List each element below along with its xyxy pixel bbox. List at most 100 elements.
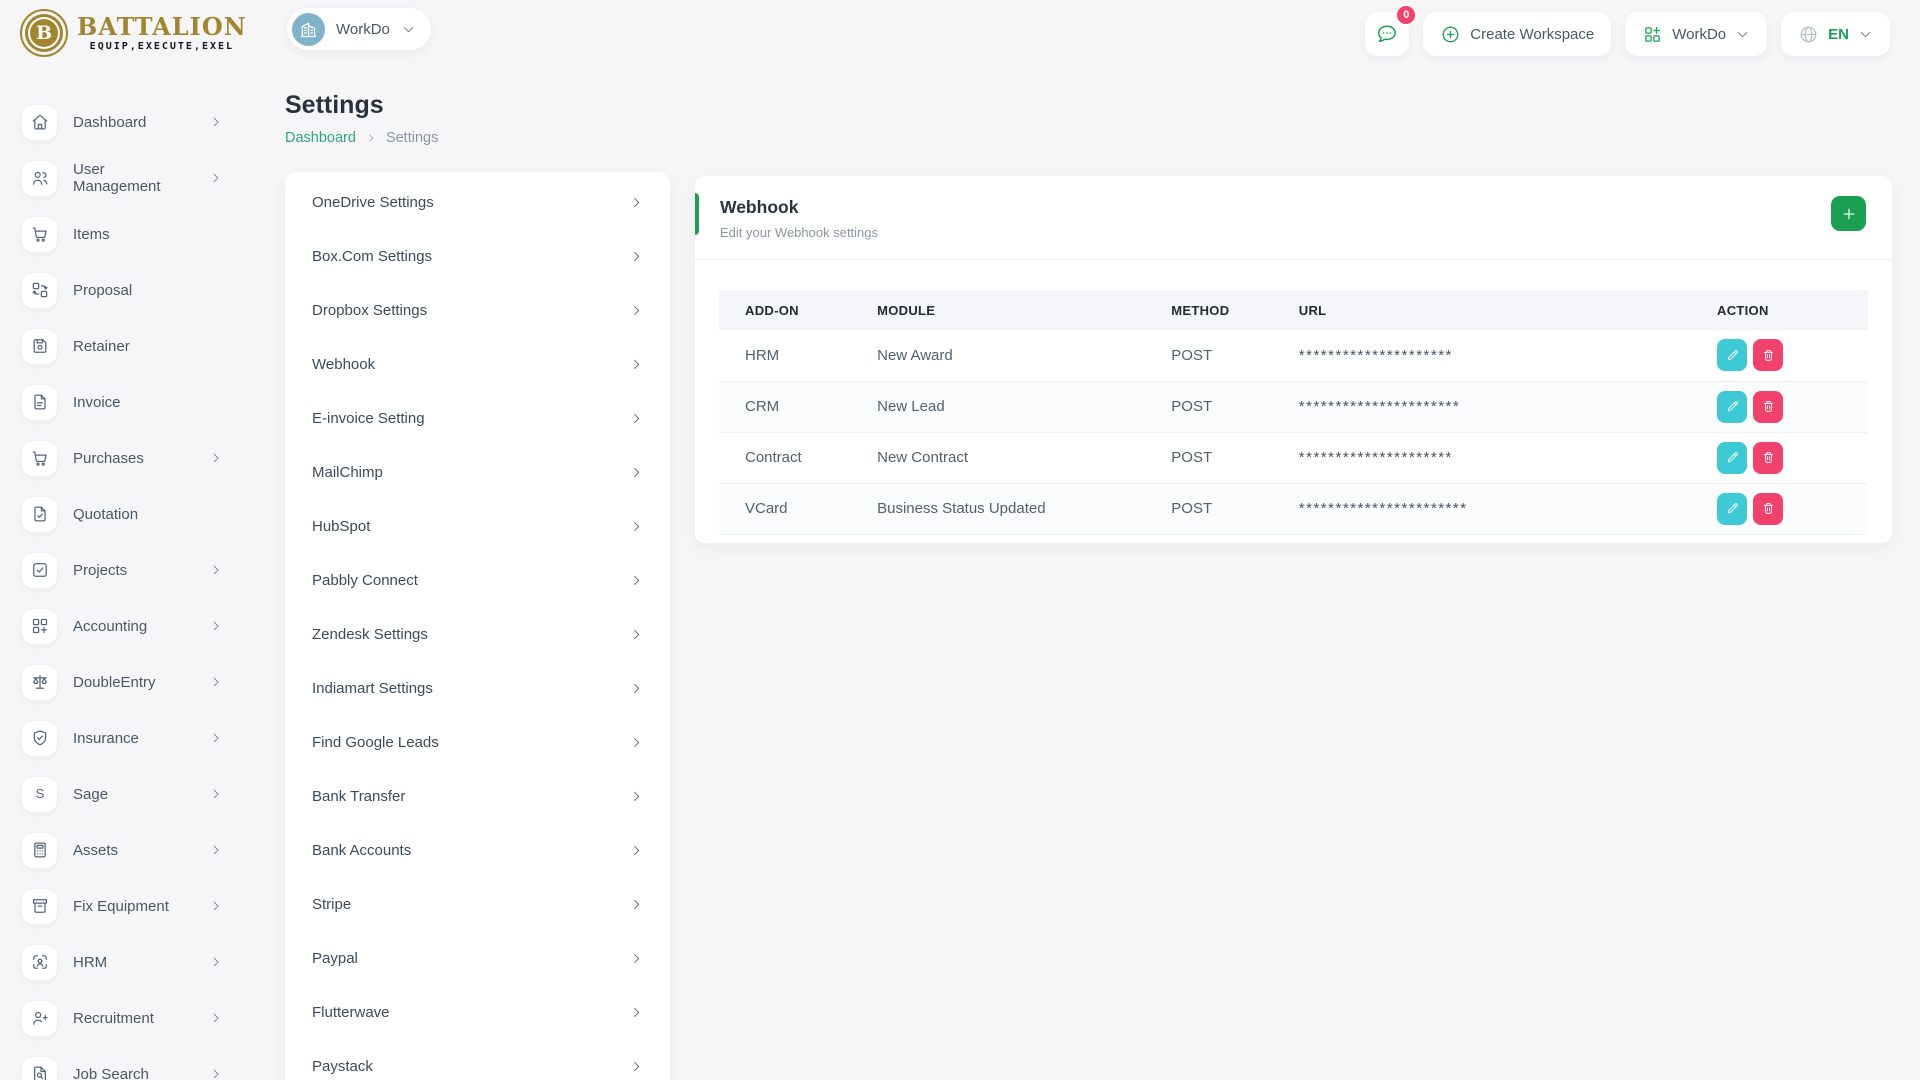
settings-menu-item-bank-transfer[interactable]: Bank Transfer	[285, 769, 670, 823]
url-cell: *********************	[1272, 330, 1692, 382]
sidebar-item-dashboard[interactable]: Dashboard	[0, 94, 250, 150]
language-menu-button[interactable]: EN	[1781, 12, 1890, 56]
settings-menu-item-flutterwave[interactable]: Flutterwave	[285, 985, 670, 1039]
delete-webhook-button[interactable]	[1753, 390, 1784, 423]
table-row: CRM New Lead POST **********************	[719, 381, 1868, 433]
main-content: Settings Dashboard Settings OneDrive Set…	[250, 68, 1920, 1080]
add-webhook-button[interactable]	[1831, 196, 1866, 231]
settings-menu-item-e-invoice-setting[interactable]: E-invoice Setting	[285, 391, 670, 445]
messages-button[interactable]: 0	[1365, 4, 1418, 56]
settings-menu-item-find-google-leads[interactable]: Find Google Leads	[285, 715, 670, 769]
settings-menu-item-label: OneDrive Settings	[312, 193, 434, 211]
webhook-panel: Webhook Edit your Webhook settings ADD-O…	[695, 176, 1892, 543]
chevron-right-icon	[209, 843, 223, 857]
delete-webhook-button[interactable]	[1753, 339, 1784, 372]
floppy-icon	[30, 336, 50, 356]
pencil-icon	[1725, 399, 1740, 414]
sidebar-item-job-search[interactable]: Job Search	[0, 1046, 250, 1080]
settings-menu-item-dropbox-settings[interactable]: Dropbox Settings	[285, 283, 670, 337]
settings-menu-item-label: Indiamart Settings	[312, 679, 433, 697]
module-cell: New Award	[851, 330, 1146, 382]
sidebar-item-doubleentry[interactable]: DoubleEntry	[0, 654, 250, 710]
sidebar-item-items[interactable]: Items	[0, 206, 250, 262]
sidebar-item-label: Insurance	[73, 729, 139, 747]
chevron-right-icon	[629, 897, 644, 912]
create-workspace-button[interactable]: Create Workspace	[1423, 12, 1612, 56]
settings-menu-item-webhook[interactable]: Webhook	[285, 337, 670, 391]
chevron-right-icon	[629, 1005, 644, 1020]
settings-menu-item-mailchimp[interactable]: MailChimp	[285, 445, 670, 499]
settings-menu-item-pabbly-connect[interactable]: Pabbly Connect	[285, 553, 670, 607]
sidebar-item-hrm[interactable]: HRM	[0, 934, 250, 990]
addon-cell: CRM	[719, 381, 852, 433]
home-icon	[30, 112, 50, 132]
url-cell: *********************	[1272, 432, 1692, 484]
letter-s-icon: S	[30, 784, 50, 804]
sidebar-item-invoice[interactable]: Invoice	[0, 374, 250, 430]
settings-menu-item-label: Webhook	[312, 355, 376, 373]
chevron-right-icon	[209, 731, 223, 745]
plus-icon	[1840, 205, 1858, 223]
edit-webhook-button[interactable]	[1717, 390, 1748, 423]
grid-add-icon	[30, 616, 50, 636]
chevron-right-icon	[209, 171, 223, 185]
settings-menu-item-label: Stripe	[312, 895, 352, 913]
settings-menu-item-label: Box.Com Settings	[312, 247, 433, 265]
breadcrumb-dashboard-link[interactable]: Dashboard	[285, 129, 356, 146]
edit-webhook-button[interactable]	[1717, 339, 1748, 372]
sidebar-item-quotation[interactable]: Quotation	[0, 486, 250, 542]
pencil-icon	[1725, 450, 1740, 465]
sidebar-item-label: Projects	[73, 561, 128, 579]
settings-menu-item-bank-accounts[interactable]: Bank Accounts	[285, 823, 670, 877]
delete-webhook-button[interactable]	[1753, 492, 1784, 525]
chevron-right-icon	[629, 519, 644, 534]
sidebar-item-recruitment[interactable]: Recruitment	[0, 990, 250, 1046]
settings-menu-item-paypal[interactable]: Paypal	[285, 931, 670, 985]
method-cell: POST	[1145, 432, 1273, 484]
sidebar-item-purchases[interactable]: Purchases	[0, 430, 250, 486]
sidebar-item-accounting[interactable]: Accounting	[0, 598, 250, 654]
workspace-switcher[interactable]: WorkDo	[287, 8, 431, 50]
sidebar-item-projects[interactable]: Projects	[0, 542, 250, 598]
column-header-action: ACTION	[1691, 290, 1868, 330]
chevron-right-icon	[209, 619, 223, 633]
webhook-subtitle: Edit your Webhook settings	[720, 225, 879, 240]
chevron-right-icon	[629, 303, 644, 318]
settings-menu-item-hubspot[interactable]: HubSpot	[285, 499, 670, 553]
delete-webhook-button[interactable]	[1753, 441, 1784, 474]
settings-menu-item-label: Dropbox Settings	[312, 301, 428, 319]
sidebar-item-retainer[interactable]: Retainer	[0, 318, 250, 374]
settings-menu-item-label: Bank Transfer	[312, 787, 406, 805]
table-row: VCard Business Status Updated POST *****…	[719, 483, 1868, 535]
sidebar-item-proposal[interactable]: Proposal	[0, 262, 250, 318]
settings-menu-item-onedrive-settings[interactable]: OneDrive Settings	[285, 175, 670, 229]
settings-menu-item-label: Paystack	[312, 1057, 373, 1075]
sidebar-item-assets[interactable]: Assets	[0, 822, 250, 878]
settings-menu-item-indiamart-settings[interactable]: Indiamart Settings	[285, 661, 670, 715]
chevron-right-icon	[209, 899, 223, 913]
brand-logo[interactable]: B BATTALION EQUIP,EXECUTE,EXEL	[20, 9, 247, 57]
edit-webhook-button[interactable]	[1717, 441, 1748, 474]
chevron-right-icon	[209, 1011, 223, 1025]
chevron-right-icon	[629, 465, 644, 480]
workspace-switcher-label: WorkDo	[336, 20, 390, 38]
sidebar-item-user-management[interactable]: User Management	[0, 150, 250, 206]
user-plus-icon	[30, 1008, 50, 1028]
topbar-actions: 0 Create Workspace WorkDo EN	[1365, 4, 1890, 56]
settings-menu-item-label: Zendesk Settings	[312, 625, 428, 643]
settings-menu-item-box-com-settings[interactable]: Box.Com Settings	[285, 229, 670, 283]
chevron-right-icon	[629, 357, 644, 372]
sidebar-item-label: Accounting	[73, 617, 148, 635]
sidebar-item-fix-equipment[interactable]: Fix Equipment	[0, 878, 250, 934]
chevron-right-icon	[629, 627, 644, 642]
workdo-menu-button[interactable]: WorkDo	[1625, 12, 1768, 56]
sidebar-item-sage[interactable]: S Sage	[0, 766, 250, 822]
edit-webhook-button[interactable]	[1717, 492, 1748, 525]
brand-tagline: EQUIP,EXECUTE,EXEL	[89, 41, 235, 53]
language-code: EN	[1828, 25, 1849, 43]
settings-menu-item-paystack[interactable]: Paystack	[285, 1039, 670, 1080]
settings-menu-item-zendesk-settings[interactable]: Zendesk Settings	[285, 607, 670, 661]
settings-menu-item-stripe[interactable]: Stripe	[285, 877, 670, 931]
sidebar-item-insurance[interactable]: Insurance	[0, 710, 250, 766]
scales-icon	[30, 672, 50, 692]
